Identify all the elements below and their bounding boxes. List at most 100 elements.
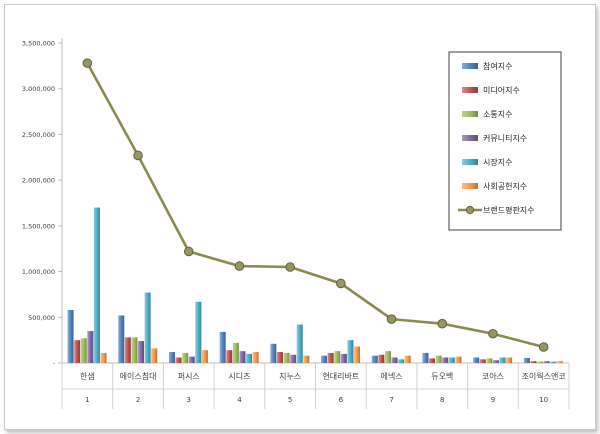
bar-소통지수: [334, 351, 341, 363]
x-rank-label: 5: [288, 396, 292, 404]
legend-label: 사회공헌지수: [483, 182, 527, 191]
bar-참여지수: [168, 352, 175, 363]
bar-소통지수: [182, 352, 189, 363]
bar-시장지수: [144, 292, 151, 363]
legend-label: 참여지수: [483, 61, 512, 71]
bar-미디어지수: [124, 337, 131, 363]
bar-시장지수: [499, 357, 506, 363]
y-tick-label: 1,500,000: [22, 222, 55, 230]
legend-swatch: [462, 159, 478, 165]
x-category-label: 지누스: [279, 372, 301, 381]
x-category-label: 코아스: [482, 371, 504, 381]
bar-커뮤니티지수: [543, 361, 550, 363]
x-category-label: 에이스침대: [120, 371, 157, 381]
bar-참여지수: [219, 331, 226, 363]
y-tick-label: 3,500,000: [22, 40, 55, 48]
line-point-브랜드평판지수: [183, 246, 194, 257]
bar-미디어지수: [378, 354, 385, 363]
bar-미디어지수: [429, 358, 436, 363]
legend-label: 미디어지수: [483, 85, 520, 95]
bar-사회공헌지수: [556, 361, 563, 363]
y-tick-label: 3,000,000: [22, 85, 55, 93]
line-브랜드평판지수: [86, 62, 544, 349]
line-point-브랜드평판지수: [336, 278, 346, 289]
legend-swatch: [462, 135, 478, 141]
y-tick-label: -: [53, 360, 56, 368]
bar-시장지수: [93, 207, 100, 363]
bar-커뮤니티지수: [492, 360, 499, 363]
legend-swatch-point: [465, 205, 475, 215]
line-point-브랜드평판지수: [82, 58, 93, 68]
bar-미디어지수: [327, 352, 334, 363]
bar-미디어지수: [530, 361, 537, 363]
bar-사회공헌지수: [151, 348, 158, 363]
bar-사회공헌지수: [201, 350, 208, 363]
bar-시장지수: [347, 340, 354, 363]
bar-커뮤니티지수: [391, 357, 398, 363]
bar-미디어지수: [175, 357, 182, 363]
line-point-브랜드평판지수: [538, 342, 549, 352]
bar-사회공헌지수: [455, 356, 462, 363]
legend-box: [448, 51, 562, 231]
x-rank-label: 10: [539, 396, 548, 404]
bar-사회공헌지수: [404, 355, 411, 363]
x-category-label: 듀오백: [431, 371, 453, 381]
bar-소통지수: [537, 361, 544, 363]
bar-커뮤니티지수: [442, 357, 449, 363]
bar-미디어지수: [276, 352, 283, 363]
y-tick-label: 1,000,000: [22, 268, 55, 276]
legend-swatch: [462, 63, 478, 69]
legend-swatch: [462, 111, 478, 117]
bar-소통지수: [131, 337, 138, 363]
bar-사회공헌지수: [252, 352, 259, 363]
bar-소통지수: [283, 352, 290, 363]
bar-사회공헌지수: [100, 352, 107, 363]
x-rank-label: 1: [85, 396, 89, 404]
bar-커뮤니티지수: [290, 354, 297, 363]
bar-사회공헌지수: [303, 355, 310, 363]
x-category-label: 현대리바트: [322, 371, 359, 381]
legend-label: 소통지수: [483, 110, 512, 119]
line-point-브랜드평판지수: [488, 328, 498, 339]
line-point-브랜드평판지수: [285, 262, 295, 272]
bar-미디어지수: [226, 350, 233, 363]
line-point-브랜드평판지수: [234, 261, 245, 271]
legend-swatch: [462, 183, 478, 189]
bar-시장지수: [195, 301, 202, 363]
bar-참여지수: [473, 357, 480, 363]
bar-참여지수: [523, 357, 530, 363]
bar-참여지수: [67, 309, 74, 363]
bar-커뮤니티지수: [138, 341, 145, 363]
legend-label: 시장지수: [483, 157, 512, 167]
x-category-label: 시디즈: [228, 372, 250, 381]
bar-시장지수: [448, 357, 455, 363]
x-category-label: 한샘: [80, 372, 95, 381]
bar-시장지수: [246, 353, 253, 363]
y-tick-label: 2,500,000: [22, 131, 55, 139]
legend-label: 브랜드평판지수: [483, 205, 535, 215]
x-category-label: 퍼시스: [178, 372, 200, 381]
bar-커뮤니티지수: [188, 356, 195, 363]
bar-참여지수: [321, 355, 328, 363]
x-rank-label: 6: [339, 396, 344, 404]
x-rank-label: 4: [237, 396, 242, 404]
x-rank-label: 7: [389, 396, 393, 404]
bar-참여지수: [118, 315, 125, 363]
bar-참여지수: [270, 343, 277, 363]
line-point-브랜드평판지수: [386, 314, 397, 324]
line-point-브랜드평판지수: [437, 318, 448, 329]
bar-참여지수: [422, 352, 429, 363]
bar-커뮤니티지수: [87, 331, 94, 363]
bar-참여지수: [371, 355, 378, 363]
x-rank-label: 3: [187, 396, 191, 404]
bar-미디어지수: [479, 359, 486, 363]
y-tick-label: 2,000,000: [22, 177, 55, 185]
bar-사회공헌지수: [506, 357, 513, 363]
bar-소통지수: [435, 355, 442, 363]
x-category-label: 에넥스: [381, 371, 403, 381]
bar-사회공헌지수: [354, 346, 361, 363]
y-tick-label: 500,000: [28, 314, 55, 322]
legend-swatch: [462, 87, 478, 93]
bar-소통지수: [232, 342, 239, 363]
